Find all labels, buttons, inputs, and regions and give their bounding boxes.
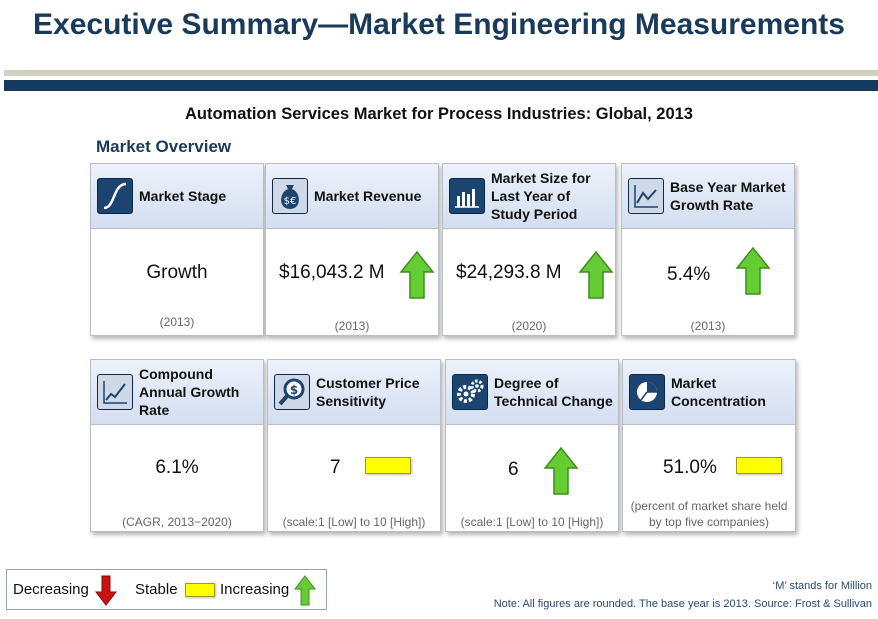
card-label: Market Concentration xyxy=(671,375,766,409)
card-market-concentration: Market Concentration 51.0% (percent of m… xyxy=(622,359,796,532)
page-subtitle: Automation Services Market for Process I… xyxy=(184,105,693,123)
money-bag-icon: $€ xyxy=(272,178,308,214)
card-header: Market Stage xyxy=(91,164,263,229)
card-note: (scale:1 [Low] to 10 [High]) xyxy=(460,515,604,529)
price-search-icon: $ xyxy=(274,374,310,410)
decreasing-arrow-icon xyxy=(95,575,117,606)
stable-bar-icon xyxy=(185,583,215,597)
card-market-size: Market Size for Last Year of Study Perio… xyxy=(442,163,616,336)
legend-increasing-label: Increasing xyxy=(220,581,290,598)
card-note: (2020) xyxy=(511,319,547,333)
stable-bar-icon xyxy=(365,457,411,474)
card-value: $16,043.2 M xyxy=(279,262,385,283)
footnote-source: Note: All figures are rounded. The base … xyxy=(493,598,872,610)
s-curve-icon xyxy=(97,178,133,214)
card-market-revenue: $€ Market Revenue $16,043.2 M (2013) xyxy=(265,163,439,336)
card-header: Compound Annual Growth Rate xyxy=(91,360,263,425)
card-header: Market Size for Last Year of Study Perio… xyxy=(443,164,615,229)
card-value: 5.4% xyxy=(667,264,711,285)
card-note: (scale:1 [Low] to 10 [High]) xyxy=(282,515,426,529)
increasing-arrow-icon xyxy=(294,575,316,606)
legend: Decreasing Stable Increasing xyxy=(6,569,327,610)
card-value: 7 xyxy=(330,457,341,478)
card-label: Market Stage xyxy=(139,188,227,204)
card-technical-change: Degree of Technical Change 6 (scale:1 [L… xyxy=(445,359,619,532)
card-header: Market Concentration xyxy=(623,360,795,425)
increasing-arrow-icon xyxy=(735,246,771,295)
title-rule-light xyxy=(4,70,878,76)
card-note: (percent of market share held by top fiv… xyxy=(630,499,788,529)
card-label: Compound Annual Growth Rate xyxy=(139,366,240,418)
card-price-sensitivity: $ Customer Price Sensitivity 7 (scale:1 … xyxy=(267,359,441,532)
card-value: Growth xyxy=(146,262,208,283)
line-chart-icon xyxy=(628,178,664,214)
card-cagr: Compound Annual Growth Rate 6.1% (CAGR, … xyxy=(90,359,264,532)
card-header: Degree of Technical Change xyxy=(446,360,618,425)
legend-decreasing-label: Decreasing xyxy=(13,581,89,598)
svg-text:$: $ xyxy=(290,383,298,397)
page-title: Executive Summary—Market Engineering Mea… xyxy=(33,8,845,41)
title-rule-dark xyxy=(4,80,878,91)
card-note: (2013) xyxy=(334,319,370,333)
card-value: 6 xyxy=(508,459,519,480)
stable-bar-icon xyxy=(736,457,782,474)
legend-stable-label: Stable xyxy=(135,581,178,598)
card-note: (CAGR, 2013−2020) xyxy=(122,515,232,529)
card-label: Customer Price Sensitivity xyxy=(316,375,420,409)
increasing-arrow-icon xyxy=(543,446,579,495)
card-label: Market Size for Last Year of Study Perio… xyxy=(491,170,591,222)
footnote-million: ‘M’ stands for Million xyxy=(772,580,872,592)
bar-chart-icon xyxy=(449,178,485,214)
increasing-arrow-icon xyxy=(578,250,614,299)
card-note: (2013) xyxy=(159,315,195,329)
card-label: Base Year Market Growth Rate xyxy=(670,179,786,213)
section-heading: Market Overview xyxy=(96,137,232,156)
gears-icon xyxy=(452,374,488,410)
card-header: $€ Market Revenue xyxy=(266,164,438,229)
card-note: (2013) xyxy=(690,319,726,333)
card-value: $24,293.8 M xyxy=(456,262,562,283)
card-base-year-growth: Base Year Market Growth Rate 5.4% (2013) xyxy=(621,163,795,336)
card-value: 51.0% xyxy=(663,457,717,478)
line-chart-icon xyxy=(97,374,133,410)
card-header: $ Customer Price Sensitivity xyxy=(268,360,440,425)
card-label: Market Revenue xyxy=(314,188,422,204)
pie-chart-icon xyxy=(629,374,665,410)
card-market-stage: Market Stage Growth (2013) xyxy=(90,163,264,336)
svg-text:$€: $€ xyxy=(284,196,297,207)
increasing-arrow-icon xyxy=(399,250,435,299)
card-label: Degree of Technical Change xyxy=(494,375,613,409)
card-header: Base Year Market Growth Rate xyxy=(622,164,794,229)
card-value: 6.1% xyxy=(155,457,199,478)
